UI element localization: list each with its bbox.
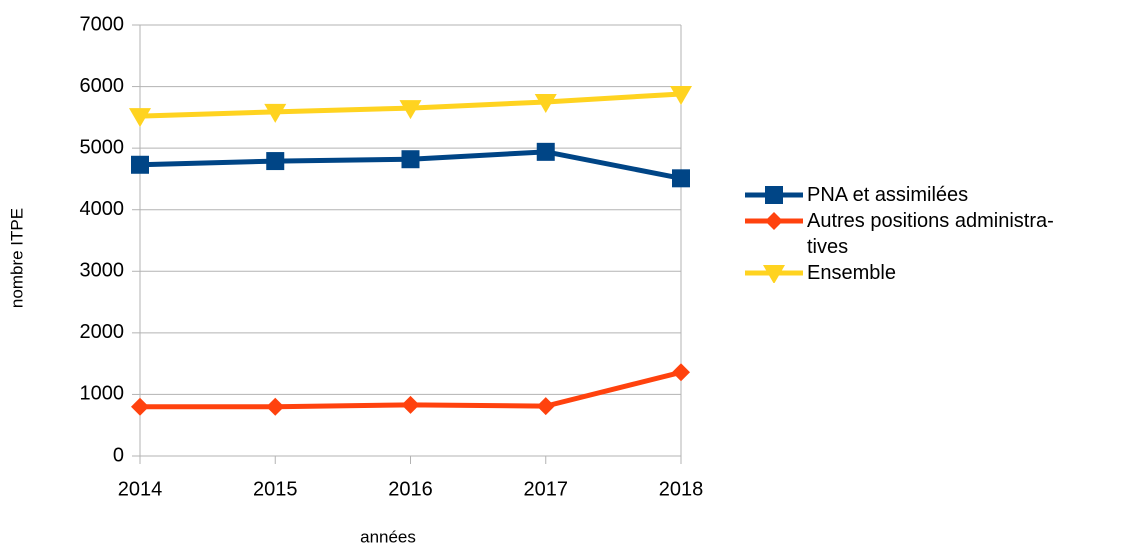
legend-item: Autres positions administra-tives	[745, 208, 1075, 260]
x-tick-label: 2016	[388, 478, 433, 500]
marker	[763, 265, 785, 283]
marker	[765, 212, 783, 230]
legend-label: Autres positions administra-tives	[807, 210, 1054, 258]
marker	[536, 142, 555, 161]
y-tick-label: 4000	[80, 198, 125, 220]
x-tick-label: 2018	[659, 478, 704, 500]
legend-swatch	[745, 265, 803, 283]
legend: PNA et assimilées Autres positions admini…	[745, 182, 1075, 286]
marker	[536, 397, 555, 416]
y-tick-label: 6000	[80, 75, 125, 97]
marker	[264, 103, 287, 123]
x-axis-title: années	[360, 527, 416, 546]
x-tick-label: 2015	[253, 478, 298, 500]
marker	[266, 152, 285, 171]
marker	[670, 85, 692, 105]
marker	[131, 397, 149, 416]
y-tick-label: 3000	[80, 260, 125, 282]
marker	[129, 108, 151, 128]
legend-swatch	[745, 212, 803, 230]
marker	[401, 395, 420, 414]
y-tick-label: 2000	[80, 321, 125, 343]
legend-label: Ensemble	[807, 262, 896, 284]
y-tick-label: 7000	[80, 13, 125, 35]
y-tick-label: 5000	[80, 136, 125, 158]
x-tick-label: 2014	[118, 478, 163, 500]
marker	[672, 363, 690, 382]
y-tick-label: 1000	[80, 383, 125, 405]
x-tick-label: 2017	[524, 478, 569, 500]
legend-swatch	[745, 186, 803, 204]
marker	[672, 169, 690, 188]
y-axis-title: nombre ITPE	[7, 208, 26, 308]
marker	[399, 100, 422, 120]
marker	[131, 155, 149, 174]
marker	[401, 150, 420, 169]
y-tick-label: 0	[113, 444, 124, 466]
legend-item: Ensemble	[745, 260, 1075, 286]
marker	[266, 397, 285, 416]
marker	[534, 93, 557, 113]
legend-item: PNA et assimilées	[745, 182, 1075, 208]
legend-label: PNA et assimilées	[807, 184, 969, 206]
marker	[765, 186, 783, 204]
